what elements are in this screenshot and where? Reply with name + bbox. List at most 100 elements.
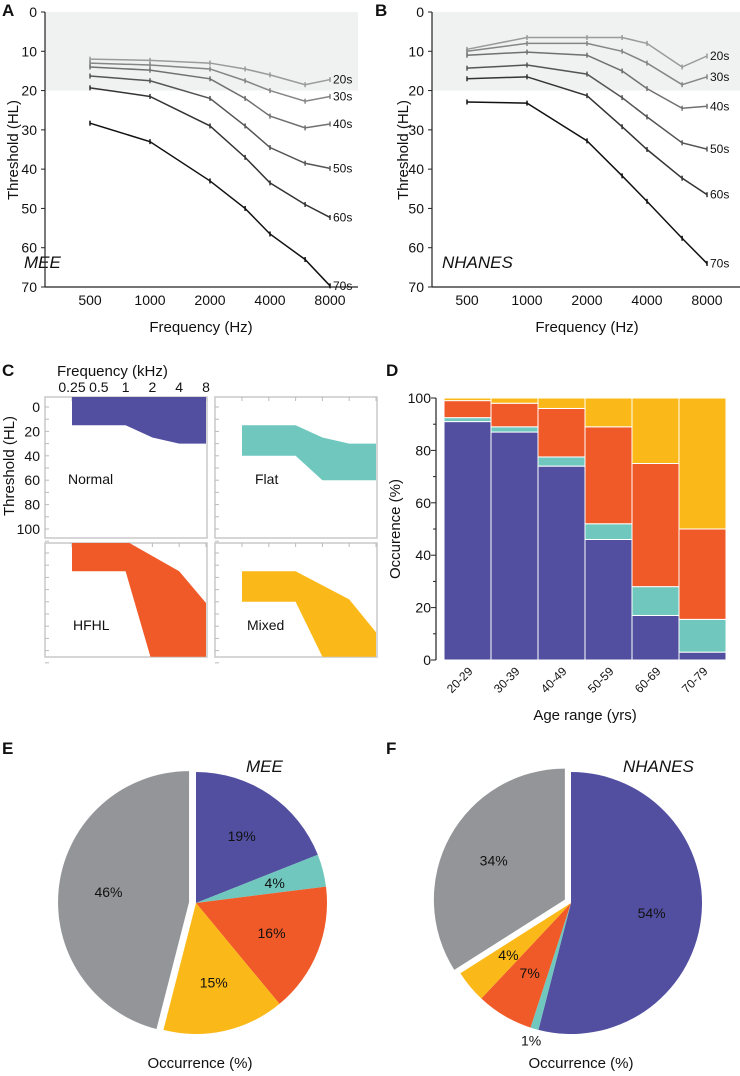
panel-c-shape-label: Flat [255,471,278,487]
panel-f-slice-label: 4% [498,947,518,963]
panel-label-f: F [386,739,396,758]
panel-a-y-tick-label: 10 [21,43,37,59]
panel-c-y-tick-label: 20 [24,423,40,439]
panel-b-normal-range-band [432,12,740,91]
panel-c-shape-mixed [242,571,376,657]
panel-d-ylabel: Occurence (%) [387,479,404,579]
panel-b-series-label-70s: 70s [710,256,729,270]
panel-d-bar-segment-hfhl [443,400,492,419]
panel-c-y-tick-label: 80 [24,497,40,513]
panel-d-bar-segment-mixed [490,397,539,404]
panel-e-title: MEE [246,757,284,776]
panel-d-bar-segment-flat [678,618,727,653]
panel-d-y-tick-label: 20 [415,600,431,616]
panel-a-y-tick-label: 60 [21,240,37,256]
panel-c-y-tick-label: 40 [24,448,40,464]
panel-a-x-tick-label: 1000 [134,292,165,308]
panel-d-bar-segment-flat [584,523,633,540]
panel-a-y-tick-label: 30 [21,122,37,138]
panel-b-y-tick-label: 30 [408,122,424,138]
panel-a-annotation: MEE [24,253,62,272]
panel-f-slice-normal [538,772,702,1035]
panel-d-bar-segment-mixed [631,397,680,464]
panel-d-y-tick-label: 80 [415,442,431,458]
panel-c-xlabel: Frequency (kHz) [57,363,168,380]
panel-a-y-tick-label: 70 [21,279,37,295]
panel-e-slice-normal [196,772,318,903]
panel-e-slice-flat [196,854,326,903]
panel-label-a: A [2,1,14,20]
panel-b-y-tick-label: 70 [408,279,424,295]
panel-c-shape-flat [242,425,376,481]
panel-d-x-tick-label: 60-69 [632,664,664,696]
panel-b-y-tick-label: 40 [408,161,424,177]
panel-d-bar-segment-mixed [678,397,727,530]
panel-d-bar-segment-flat [631,586,680,616]
panel-b-y-tick-label: 20 [408,83,424,99]
panel-e-plot: 19% 4% 16% 15% 46% [58,771,328,1034]
panel-a-xlabel: Frequency (Hz) [149,319,252,336]
panel-c-x-tick-label: 1 [122,379,130,395]
panel-d-bar-segment-flat [443,417,492,423]
panel-b-annotation: NHANES [442,253,514,272]
panel-a-series-label-70s: 70s [333,279,352,293]
panel-d-bar-segment-normal [490,431,539,661]
panel-f-slice-label: 7% [520,965,540,981]
panel-d-bar-segment-normal [443,421,492,661]
panel-d-plot: 0 20 40 60 80 100 20-29 30-39 40-49 50-59 60-69 70-… [408,390,727,696]
panel-e-slice-label: 15% [200,974,228,990]
panel-d-xlabel: Age range (yrs) [533,707,636,724]
panel-b-series-label-40s: 40s [710,99,729,113]
panel-f-slice-other [433,768,565,970]
panel-f-plot: 54% 1% 7%4% 34% [433,768,702,1048]
panel-f-slice-label: 1% [521,1032,541,1048]
panel-a-y-tick-label: 20 [21,83,37,99]
panel-a-normal-range-band [45,12,358,91]
panel-b-ylabel: Threshold (HL) [395,100,412,200]
panel-a-ylabel: Threshold (HL) [5,100,22,200]
panel-f-slice-label: 34% [480,852,508,868]
panel-a-series-line-70s [89,122,331,287]
panel-f-slice-label: 54% [638,905,666,921]
panel-b-x-tick-label: 4000 [631,292,662,308]
panel-b-x-tick-label: 1000 [511,292,542,308]
panel-b-y-tick-label: 10 [408,43,424,59]
panel-f-xlabel: Occurrence (%) [528,1055,633,1072]
panel-d-bar-segment-mixed [443,397,492,402]
panel-c-y-tick-label: 100 [17,521,41,537]
panel-label-c: C [2,361,14,380]
panel-b-x-tick-label: 500 [455,292,479,308]
panel-a-series-label-20s: 20s [333,73,352,87]
panel-e-slice-label: 4% [265,875,285,891]
panel-e-slice-hfhl [196,886,328,1004]
panel-c-shape-hfhl [72,543,206,657]
panel-c-shape-normal [72,397,206,444]
panel-b-xlabel: Frequency (Hz) [535,319,638,336]
panel-b-series-label-50s: 50s [710,142,729,156]
panel-b-series-label-30s: 30s [710,70,729,84]
panel-b-plot: 0 10 20 30 40 50 60 70 500 1000 2000 4000 8000 20s 30s… [408,4,740,308]
panel-d-bar-segment-normal [631,614,680,661]
panel-a-y-tick-label: 0 [29,4,37,20]
panel-b-series-label-60s: 60s [710,188,729,202]
panel-a-series-line-60s [89,87,331,219]
panel-d-y-tick-label: 60 [415,495,431,511]
panel-c-shape-label: Normal [68,471,113,487]
panel-a-series-label-60s: 60s [333,210,352,224]
panel-d-bar-segment-hfhl [490,402,539,428]
panel-label-d: D [386,361,398,380]
panel-label-e: E [2,739,13,758]
panel-c-y-tick-label: 0 [32,399,40,415]
panel-label-b: B [375,1,387,20]
panel-c-shape-label: HFHL [73,617,110,633]
panel-b-y-tick-label: 60 [408,240,424,256]
panel-c-y-tick-label: 60 [24,472,40,488]
panel-c-ylabel: Threshold (HL) [1,416,18,516]
panel-a-y-tick-label: 50 [21,200,37,216]
panel-d-y-tick-label: 0 [423,652,431,668]
panel-d-bar-segment-hfhl [678,528,727,620]
panel-f-slice-flat [530,903,571,1030]
panel-c-x-tick-label: 0.25 [58,379,85,395]
